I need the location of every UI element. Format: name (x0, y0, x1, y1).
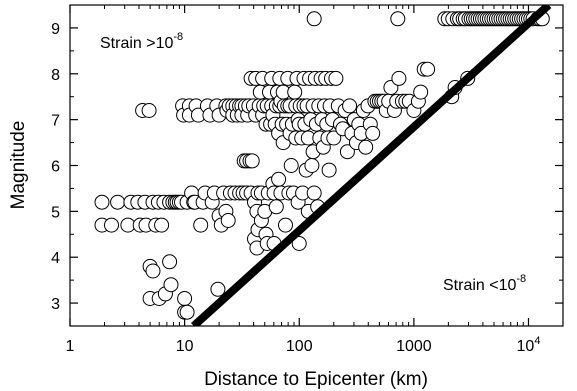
threshold-line (191, 5, 552, 326)
data-point (162, 254, 178, 270)
data-point (306, 11, 322, 27)
y-tick-label: 7 (51, 113, 60, 130)
data-point (145, 263, 161, 279)
x-tick-label: 10 (176, 338, 194, 355)
data-point (328, 70, 344, 86)
data-point (390, 11, 406, 27)
data-point (339, 144, 355, 160)
data-point (193, 217, 209, 233)
data-point (291, 236, 307, 251)
data-point (163, 277, 179, 293)
x-tick-label: 1 (66, 338, 75, 355)
strain-annotation: Strain >10-8 (100, 31, 183, 52)
y-tick-label: 4 (51, 250, 60, 267)
y-tick-label: 5 (51, 204, 60, 221)
strain-annotation: Strain <10-8 (443, 273, 526, 294)
data-point (220, 213, 236, 228)
data-point (306, 185, 322, 201)
x-tick-label: 1000 (396, 338, 432, 355)
data-point (342, 98, 358, 114)
y-tick-label: 8 (51, 67, 60, 84)
x-tick-label: 100 (286, 338, 313, 355)
y-axis-title: Magnitude (8, 121, 29, 210)
data-point (210, 281, 226, 297)
data-point (94, 194, 110, 210)
x-tick-label: 104 (517, 335, 541, 355)
data-point (391, 70, 407, 86)
data-point (326, 130, 342, 146)
data-point (420, 61, 436, 77)
threshold-line-path (191, 5, 552, 326)
data-point (104, 217, 119, 233)
x-axis-title: Distance to Epicenter (km) (204, 369, 428, 390)
data-point (268, 199, 284, 215)
y-tick-label: 3 (51, 296, 60, 313)
y-tick-label: 9 (51, 21, 60, 38)
data-point (413, 84, 429, 100)
data-point (321, 162, 337, 178)
data-point (283, 158, 299, 173)
data-point (287, 84, 303, 100)
y-tick-label: 6 (51, 159, 60, 176)
data-point (141, 103, 157, 118)
data-point (110, 194, 126, 210)
data-point (358, 139, 374, 155)
data-point (304, 158, 320, 173)
axis-ticks: 1 10 100 1000 104 3 4 5 6 7 8 9 (51, 5, 563, 355)
data-point (271, 171, 287, 187)
data-point (365, 125, 381, 141)
data-point (179, 304, 195, 320)
data-point (154, 217, 170, 233)
data-point (244, 153, 260, 169)
data-points (94, 11, 550, 320)
data-point (278, 217, 293, 233)
data-point (177, 291, 193, 306)
annotations: Strain >10-8 Strain <10-8 (100, 31, 526, 294)
